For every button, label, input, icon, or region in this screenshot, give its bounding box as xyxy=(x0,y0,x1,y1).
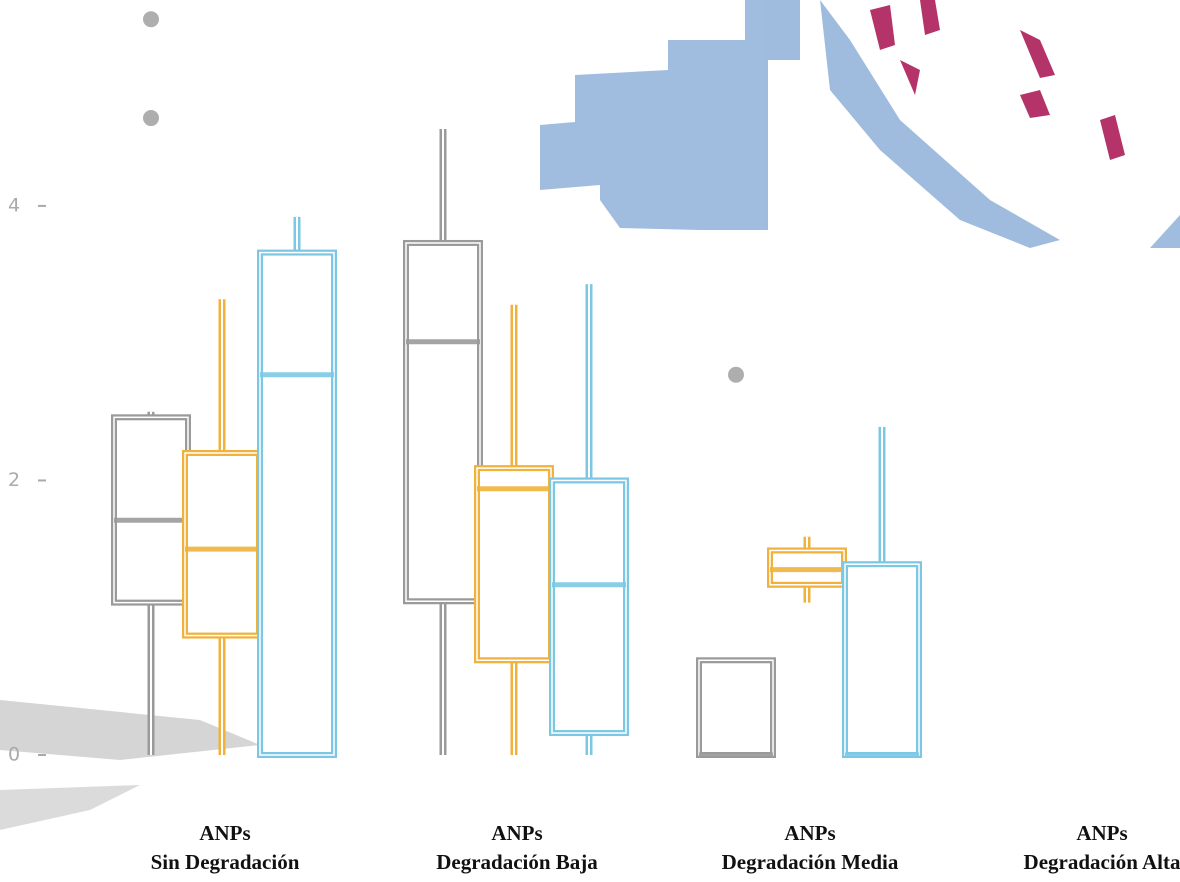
shadow xyxy=(0,700,260,830)
x-tick-label: Degradación Alta xyxy=(1024,850,1180,874)
y-tick-label: 4 xyxy=(8,194,20,216)
box-inner xyxy=(405,242,481,603)
box xyxy=(257,249,337,758)
outlier xyxy=(143,110,159,127)
box xyxy=(182,450,262,639)
outlier xyxy=(728,366,744,383)
background-map xyxy=(540,0,1180,248)
box-group xyxy=(403,129,483,755)
box xyxy=(403,239,483,605)
x-tick-label: ANPs xyxy=(1076,821,1127,845)
box-group xyxy=(474,304,554,755)
box xyxy=(549,477,629,737)
y-tick-label: 2 xyxy=(8,469,20,491)
box-group xyxy=(696,366,776,758)
box-group xyxy=(257,216,337,758)
box xyxy=(842,561,922,759)
x-tick-label: Degradación Media xyxy=(722,850,899,874)
x-tick-label: ANPs xyxy=(784,821,835,845)
x-tick-label: Sin Degradación xyxy=(151,850,300,874)
box-group xyxy=(549,284,629,755)
box-group xyxy=(111,11,191,755)
box xyxy=(111,414,191,606)
x-tick-label: ANPs xyxy=(199,821,250,845)
box-inner xyxy=(551,479,627,734)
x-tick-label: ANPs xyxy=(491,821,542,845)
box-inner xyxy=(259,251,335,756)
box-group xyxy=(842,426,922,759)
y-tick-label: 0 xyxy=(8,744,20,766)
x-tick-label: Degradación Baja xyxy=(436,850,598,874)
box xyxy=(696,657,776,758)
box-group xyxy=(182,299,262,755)
box-group xyxy=(767,536,847,603)
outlier xyxy=(143,11,159,28)
box xyxy=(474,465,554,664)
